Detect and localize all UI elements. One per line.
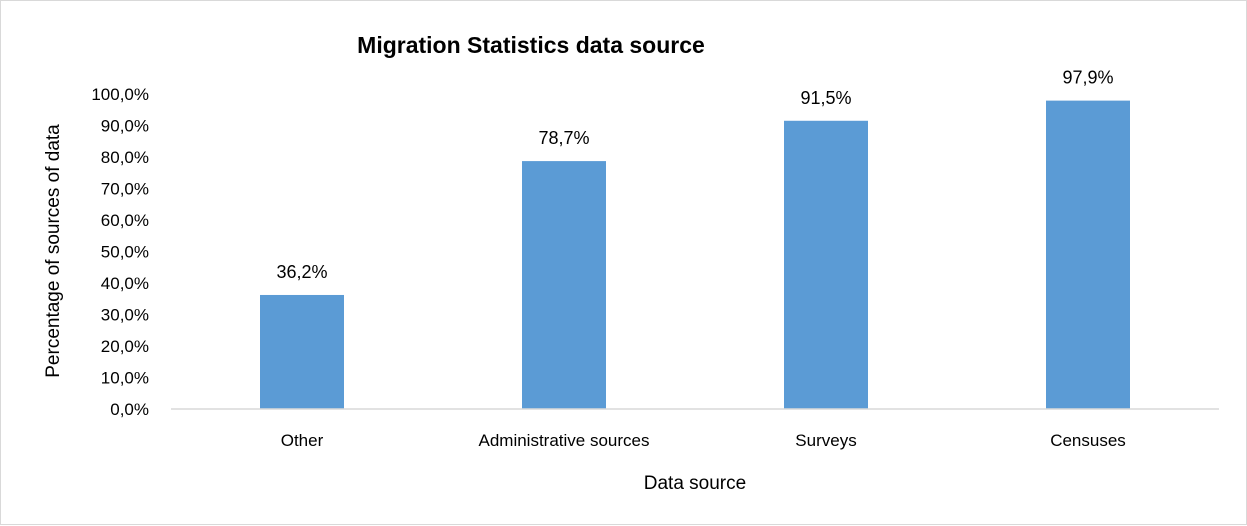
y-axis-label: Percentage of sources of data: [43, 124, 64, 378]
bars: [260, 100, 1130, 410]
y-tick-label: 90,0%: [101, 117, 149, 136]
bar: [260, 294, 344, 409]
y-tick-label: 60,0%: [101, 211, 149, 230]
x-tick-label: Other: [281, 431, 324, 450]
chart-title: Migration Statistics data source: [357, 32, 705, 58]
bar: [1046, 100, 1130, 410]
data-labels: 36,2% 78,7% 91,5% 97,9%: [276, 68, 1113, 282]
x-tick-label: Administrative sources: [478, 431, 649, 450]
bar-data-label: 91,5%: [800, 88, 851, 108]
y-tick-label: 20,0%: [101, 337, 149, 356]
y-tick-label: 50,0%: [101, 243, 149, 262]
y-tick-labels: 0,0% 10,0% 20,0% 30,0% 40,0% 50,0% 60,0% 70,0% 8…: [91, 85, 149, 419]
x-axis-label: Data source: [644, 473, 746, 494]
y-tick-label: 0,0%: [110, 400, 149, 419]
bar: [784, 120, 868, 410]
bar: [522, 161, 606, 409]
y-tick-label: 80,0%: [101, 148, 149, 167]
x-tick-label: Censuses: [1050, 431, 1126, 450]
y-tick-label: 70,0%: [101, 180, 149, 199]
bar-data-label: 36,2%: [276, 262, 327, 282]
bar-data-label: 78,7%: [538, 128, 589, 148]
y-tick-label: 100,0%: [91, 85, 149, 104]
bar-data-label: 97,9%: [1062, 68, 1113, 88]
x-tick-label: Surveys: [795, 431, 856, 450]
y-tick-label: 10,0%: [101, 369, 149, 388]
y-tick-label: 40,0%: [101, 274, 149, 293]
x-tick-labels: Other Administrative sources Surveys Census…: [281, 431, 1126, 450]
y-tick-label: 30,0%: [101, 306, 149, 325]
